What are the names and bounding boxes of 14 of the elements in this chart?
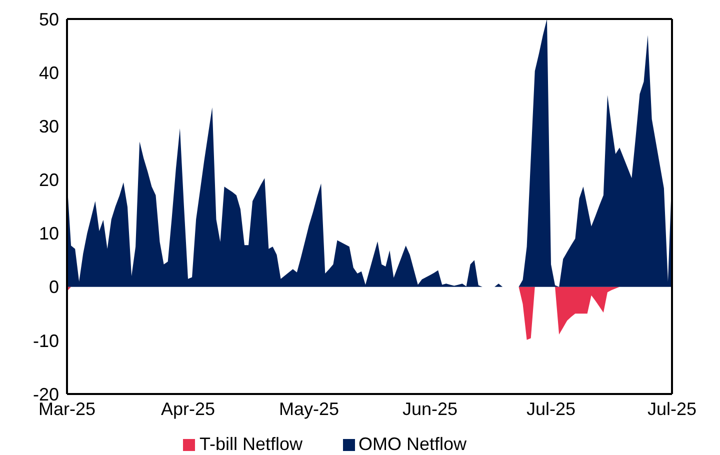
legend-label: T-bill Netflow [199, 434, 302, 454]
y-tick-label: -10 [32, 330, 59, 351]
y-tick-label: 20 [38, 170, 59, 190]
y-tick-label: 10 [38, 224, 59, 244]
y-tick-label: 40 [38, 62, 59, 83]
y-tick-label: 30 [38, 116, 59, 137]
y-tick-label: 0 [48, 277, 59, 298]
x-tick-label: Jul-25 [647, 398, 697, 419]
x-tick-label: May-25 [278, 398, 340, 419]
x-tick-label: Jul-25 [526, 398, 576, 419]
x-tick-label: Jun-25 [402, 398, 458, 419]
y-tick-label: 50 [38, 9, 59, 30]
x-tick-label: Apr-25 [160, 398, 216, 419]
legend-label: OMO Netflow [358, 434, 467, 454]
